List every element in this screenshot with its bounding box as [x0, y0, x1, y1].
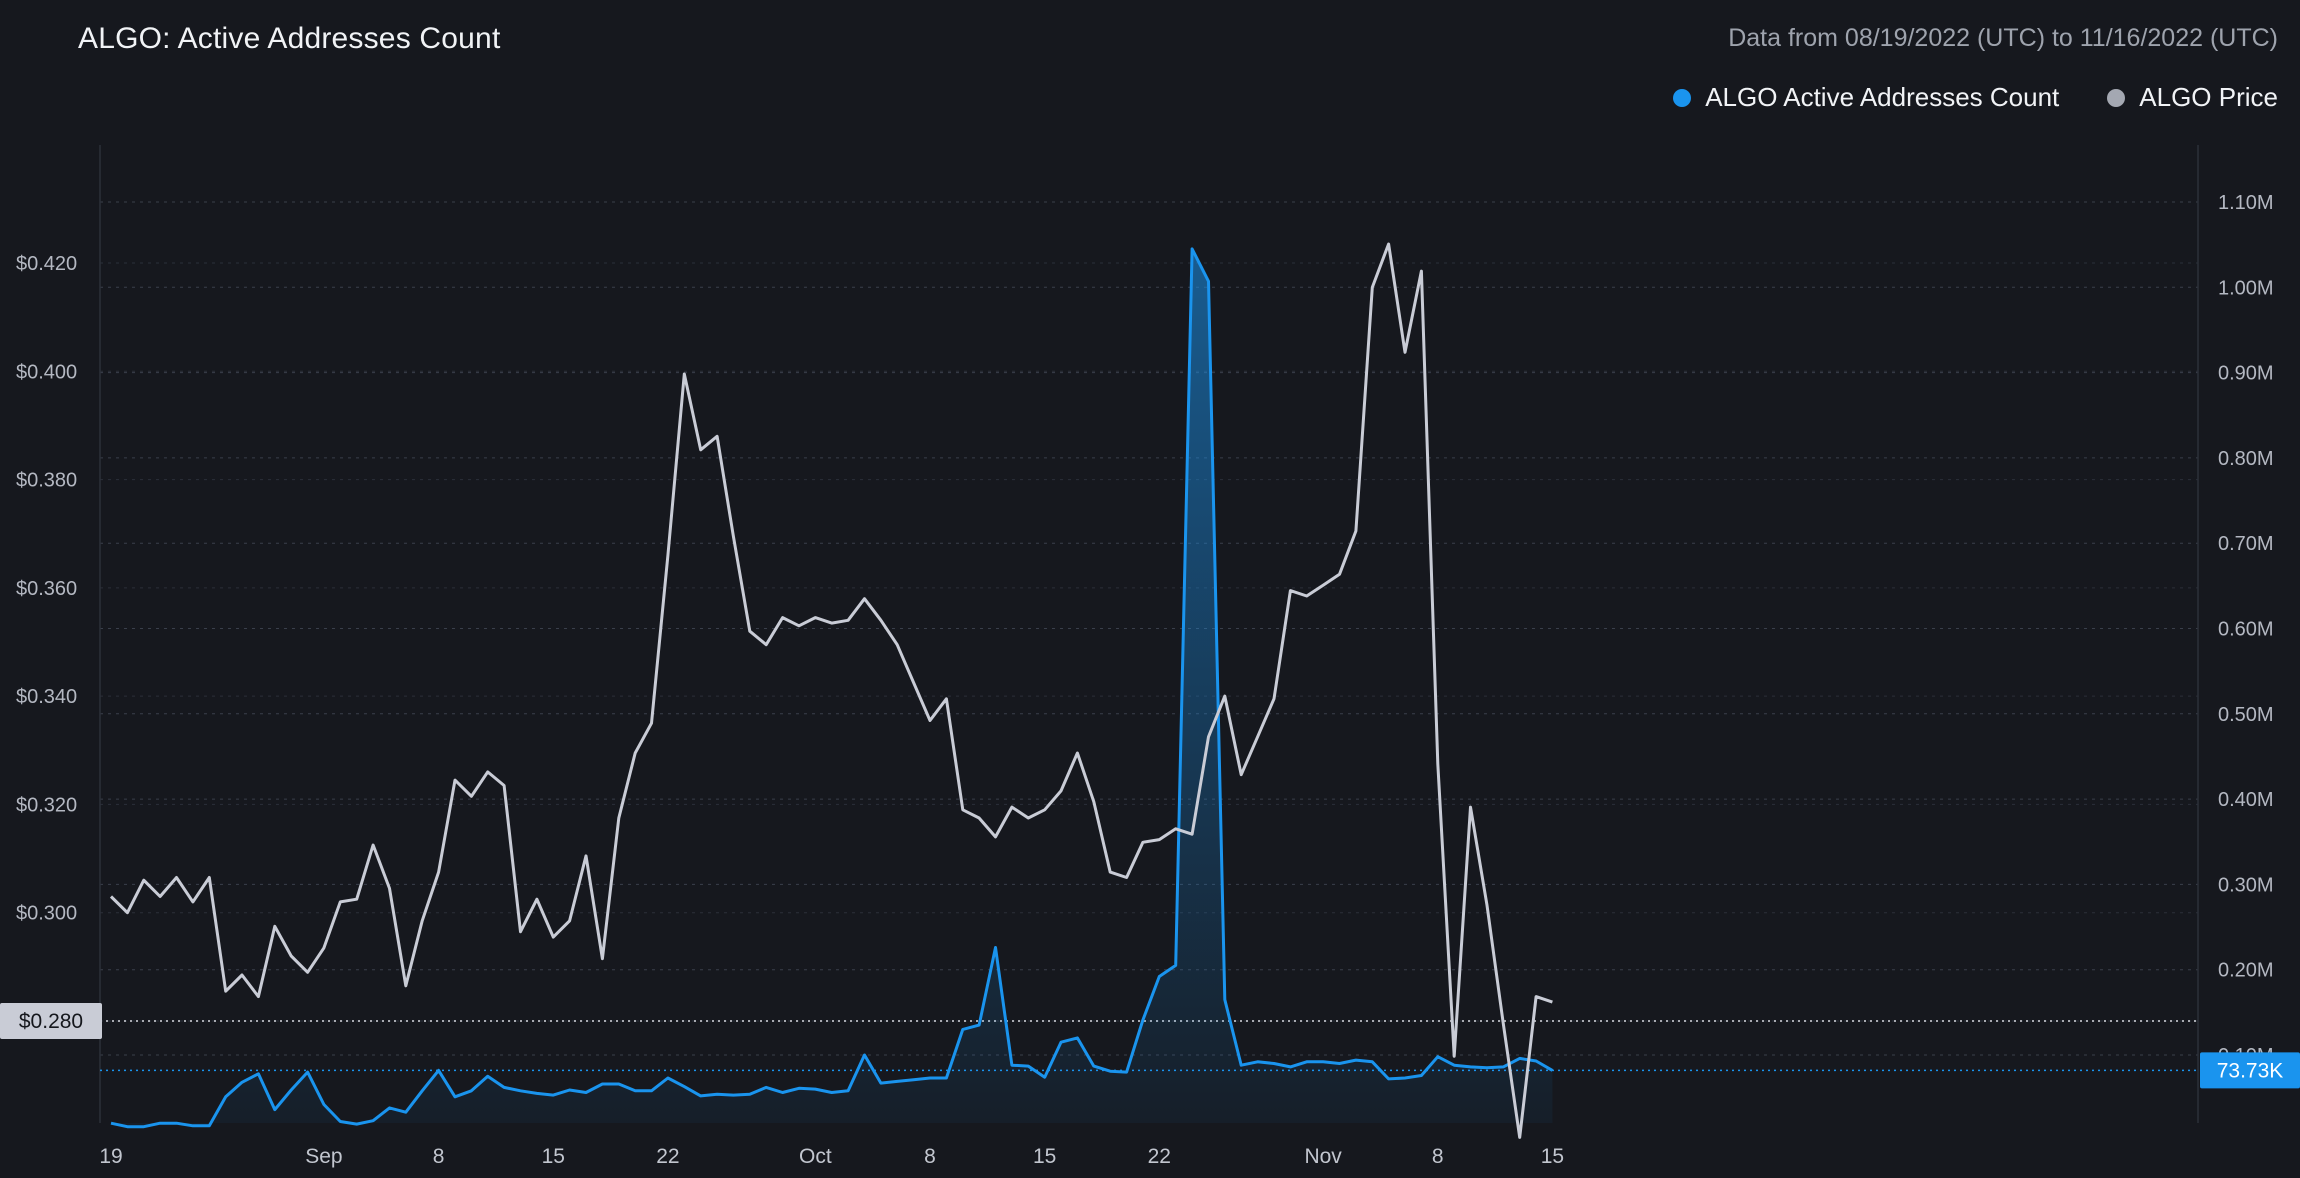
x-tick-label: 8 — [924, 1145, 936, 1168]
count-badge — [2200, 1052, 2300, 1089]
grid-lines — [100, 201, 2198, 1056]
count-tick-label: 0.20M — [2218, 960, 2274, 982]
price-badge — [0, 1003, 102, 1039]
axis-labels: $0.280 $0.300 $0.320 $0.340 $0.360 $0.380 $0.4… — [0, 192, 2300, 1168]
x-tick-label: 22 — [656, 1145, 679, 1168]
count-tick-label: 1.10M — [2218, 192, 2274, 214]
count-tick-label: 0.40M — [2218, 789, 2274, 811]
legend-dot-icon — [2107, 88, 2126, 107]
count-area — [111, 248, 1553, 1127]
count-badge-label: 73.73K — [2217, 1059, 2284, 1082]
x-tick-label: 15 — [1033, 1145, 1056, 1168]
price-badge-label: $0.280 — [19, 1010, 83, 1033]
price-tick-label: $0.300 — [16, 903, 77, 925]
x-tick-label: 8 — [433, 1145, 445, 1168]
price-tick-label: $0.360 — [16, 578, 77, 600]
price-tick-label: $0.380 — [16, 470, 77, 492]
count-tick-label: 0.80M — [2218, 448, 2274, 470]
series — [109, 242, 1554, 1139]
count-tick-label: 0.90M — [2218, 363, 2274, 385]
legend-item-price[interactable]: ALGO Price — [2107, 82, 2278, 113]
count-tick-label: 0.60M — [2218, 619, 2274, 641]
x-tick-label: 15 — [542, 1145, 565, 1168]
date-range-text: Data from 08/19/2022 (UTC) to 11/16/2022… — [1728, 24, 2278, 52]
price-series-line — [109, 242, 1553, 1139]
x-tick-label: Nov — [1304, 1145, 1342, 1168]
x-tick-label: 22 — [1148, 1145, 1171, 1168]
price-tick-label: $0.400 — [16, 361, 77, 383]
count-tick-label: 0.30M — [2218, 874, 2274, 896]
x-tick-label: Oct — [799, 1145, 832, 1168]
count-tick-label: 0.50M — [2218, 704, 2274, 726]
chart-title: ALGO: Active Addresses Count — [78, 22, 501, 55]
x-tick-label: Sep — [305, 1145, 342, 1168]
legend-item-count[interactable]: ALGO Active Addresses Count — [1673, 82, 2059, 113]
x-tick-label: 19 — [99, 1145, 122, 1168]
x-tick-label: 15 — [1541, 1145, 1564, 1168]
price-tick-label: $0.340 — [16, 686, 77, 708]
count-tick-label: 1.00M — [2218, 277, 2274, 299]
price-tick-label: $0.320 — [16, 794, 77, 816]
legend: ALGO Active Addresses Count ALGO Price — [1673, 82, 2278, 113]
price-tick-label: $0.420 — [16, 253, 77, 275]
x-tick-label: 8 — [1432, 1145, 1444, 1168]
count-tick-label: 0.70M — [2218, 533, 2274, 555]
legend-label-price: ALGO Price — [2139, 82, 2278, 112]
legend-dot-icon — [1673, 88, 1692, 107]
count-series-line — [110, 247, 1554, 1129]
axes — [99, 145, 2199, 1123]
legend-label-count: ALGO Active Addresses Count — [1705, 82, 2060, 112]
